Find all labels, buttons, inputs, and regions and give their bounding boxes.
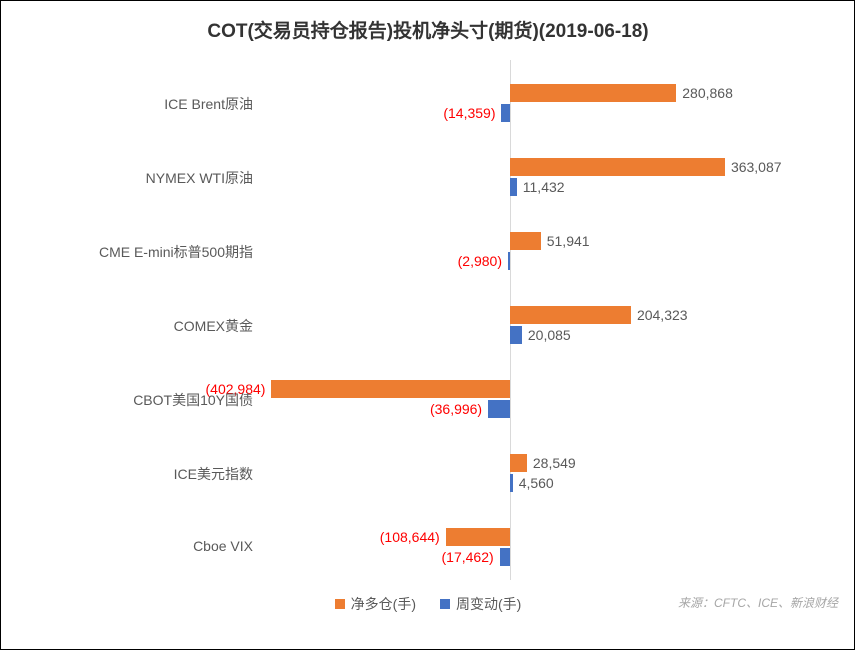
net-position-value: 280,868 (682, 85, 733, 101)
net-position-value: 28,549 (533, 455, 576, 471)
category-label: CBOT美国10Y国债 (0, 390, 253, 410)
net-position-value: 204,323 (637, 307, 688, 323)
net-position-value: (108,644) (380, 529, 440, 545)
weekly-change-value: 4,560 (519, 475, 554, 491)
weekly-change-bar (510, 326, 522, 344)
weekly-change-bar (488, 400, 510, 418)
weekly-change-bar (510, 178, 517, 196)
legend-label: 净多仓(手) (351, 594, 416, 614)
legend-item: 周变动(手) (440, 594, 521, 614)
net-position-value: 363,087 (731, 159, 782, 175)
net-position-bar (446, 528, 510, 546)
weekly-change-bar (508, 252, 510, 270)
net-position-bar (510, 158, 725, 176)
source-text: 来源：CFTC、ICE、新浪财经 (678, 594, 838, 611)
category-label: NYMEX WTI原油 (0, 168, 253, 188)
legend-item: 净多仓(手) (335, 594, 416, 614)
weekly-change-value: (2,980) (458, 253, 502, 269)
weekly-change-value: (14,359) (443, 105, 495, 121)
net-position-value: 51,941 (547, 233, 590, 249)
plot-area: 280,868 (14,359) 363,087 11,432 51,941 (2,980… (265, 60, 805, 580)
legend-swatch (335, 599, 345, 609)
legend-swatch (440, 599, 450, 609)
weekly-change-value: 11,432 (523, 179, 565, 195)
net-position-bar (510, 84, 676, 102)
weekly-change-bar (510, 474, 513, 492)
category-label: Cboe VIX (0, 538, 253, 554)
legend-label: 周变动(手) (456, 594, 521, 614)
chart-title: COT(交易员持仓报告)投机净头寸(期货)(2019-06-18) (0, 16, 856, 43)
weekly-change-bar (500, 548, 510, 566)
category-label: ICE Brent原油 (0, 94, 253, 114)
category-label: ICE美元指数 (0, 464, 253, 484)
net-position-bar (510, 306, 631, 324)
net-position-bar (510, 232, 541, 250)
weekly-change-value: 20,085 (528, 327, 571, 343)
weekly-change-bar (501, 104, 510, 122)
cot-chart: COT(交易员持仓报告)投机净头寸(期货)(2019-06-18) 280,868… (0, 0, 856, 651)
net-position-bar (271, 380, 510, 398)
category-label: COMEX黄金 (0, 316, 253, 336)
category-label: CME E-mini标普500期指 (0, 242, 253, 262)
weekly-change-value: (17,462) (442, 549, 494, 565)
net-position-bar (510, 454, 527, 472)
weekly-change-value: (36,996) (430, 401, 482, 417)
